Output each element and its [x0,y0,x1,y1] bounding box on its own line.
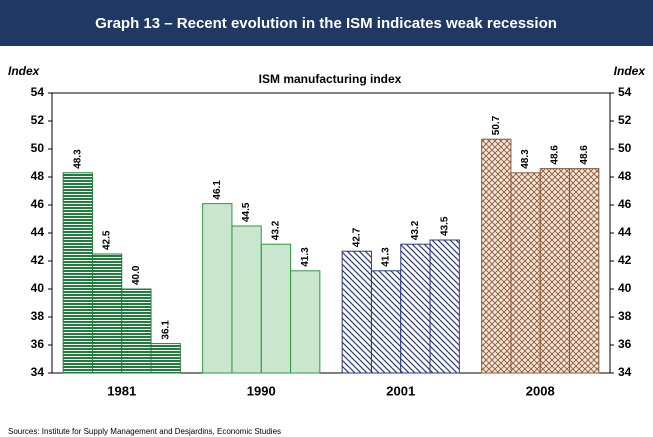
value-label: 48.6 [550,145,561,165]
y2-tick-label: 42 [618,253,632,267]
value-label: 44.5 [241,202,252,222]
y-tick-label: 38 [31,309,45,323]
value-label: 42.7 [351,227,362,247]
y2-tick-label: 36 [618,337,632,351]
bar [370,270,402,374]
y-tick-label: 34 [31,365,45,379]
y2-tick-label: 46 [618,197,632,211]
bar [400,243,431,374]
y2-tick-label: 52 [618,113,632,127]
x-tick-label: 2008 [526,383,555,398]
y-tick-label: 44 [31,225,45,239]
bar [231,225,262,374]
header-band [0,0,653,46]
bar [202,203,233,374]
bar [91,253,123,374]
value-label: 50.7 [491,115,502,135]
source-note: Sources: Institute for Supply Management… [8,427,281,436]
value-label: 42.5 [102,230,113,250]
x-tick-label: 1990 [247,383,276,398]
value-label: 43.2 [271,220,282,240]
bar [481,138,512,374]
bar [539,168,571,374]
x-tick-label: 2001 [386,383,415,398]
bar [510,172,541,374]
bar [429,239,460,374]
y2-tick-label: 40 [618,281,632,295]
value-label: 43.2 [410,220,421,240]
value-label: 48.3 [72,149,83,169]
y-axis-label: Index [8,64,41,78]
bar [569,168,600,374]
bar [62,172,93,374]
y-tick-label: 52 [31,113,45,127]
value-label: 41.3 [381,247,392,267]
value-label: 36.1 [160,320,171,340]
y-tick-label: 54 [31,85,45,99]
value-label: 40.0 [131,265,142,285]
bar [121,288,152,374]
value-label: 41.3 [300,247,311,267]
y-tick-label: 46 [31,197,45,211]
bar [150,343,181,374]
bar [341,250,372,374]
y-tick-label: 36 [31,337,45,351]
value-label: 46.1 [212,180,223,200]
y2-tick-label: 48 [618,169,632,183]
y-tick-label: 42 [31,253,45,267]
bar [260,243,292,374]
value-label: 43.5 [439,216,450,236]
y-tick-label: 40 [31,281,45,295]
y2-tick-label: 38 [618,309,632,323]
chart-title: ISM manufacturing index [259,72,402,86]
y2-tick-label: 44 [618,225,632,239]
bar [290,270,321,374]
y2-tick-label: 34 [618,365,632,379]
value-label: 48.3 [520,149,531,169]
y2-tick-label: 54 [618,85,632,99]
y2-axis-label: Index [614,64,647,78]
x-tick-label: 1981 [107,383,136,398]
y2-tick-label: 50 [618,141,632,155]
value-label: 48.6 [579,145,590,165]
header-title: Graph 13 – Recent evolution in the ISM i… [95,15,557,32]
y-tick-label: 50 [31,141,45,155]
y-tick-label: 48 [31,169,45,183]
